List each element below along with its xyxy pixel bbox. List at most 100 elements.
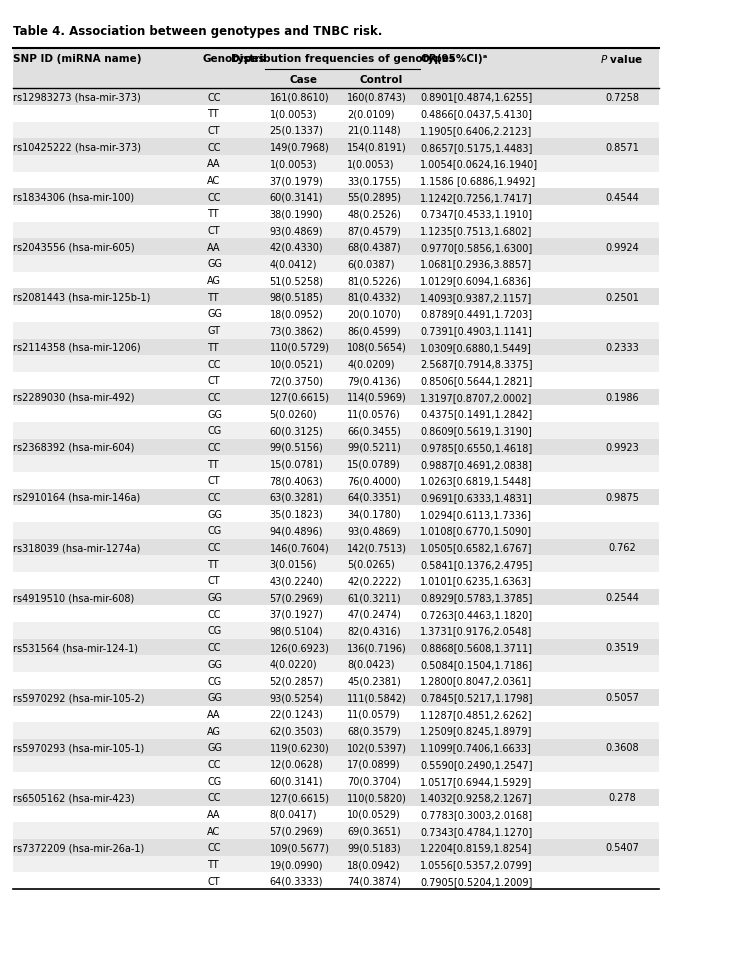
Bar (13, 522, 659, 539)
Text: 0.9924: 0.9924 (605, 242, 639, 253)
Text: 78(0.4063): 78(0.4063) (269, 476, 323, 485)
Text: TT: TT (207, 860, 219, 869)
Text: CG: CG (207, 526, 221, 536)
Bar (13, 723, 659, 739)
Text: CT: CT (207, 876, 220, 886)
Text: CT: CT (207, 476, 220, 485)
Text: 0.5590[0.2490,1.2547]: 0.5590[0.2490,1.2547] (420, 759, 533, 769)
Bar (13, 256, 659, 272)
Text: 1.0294[0.6113,1.7336]: 1.0294[0.6113,1.7336] (420, 509, 532, 519)
Text: CC: CC (207, 443, 221, 453)
Text: 146(0.7604): 146(0.7604) (269, 543, 329, 552)
Text: CC: CC (207, 543, 221, 552)
Text: AA: AA (207, 159, 221, 170)
Text: CC: CC (207, 392, 221, 402)
Text: 1.3197[0.8707,2.0002]: 1.3197[0.8707,2.0002] (420, 392, 533, 402)
Text: 0.8609[0.5619,1.3190]: 0.8609[0.5619,1.3190] (420, 425, 532, 436)
Text: 1.0556[0.5357,2.0799]: 1.0556[0.5357,2.0799] (420, 860, 533, 869)
Text: 0.5057: 0.5057 (605, 693, 639, 703)
Text: 1(0.0053): 1(0.0053) (269, 109, 317, 119)
Text: 0.7258: 0.7258 (605, 92, 639, 103)
Bar (13, 689, 659, 705)
Text: 22(0.1243): 22(0.1243) (269, 709, 323, 719)
Text: 17(0.0899): 17(0.0899) (347, 759, 401, 769)
Text: 1.0505[0.6582,1.6767]: 1.0505[0.6582,1.6767] (420, 543, 533, 552)
Bar (13, 856, 659, 872)
Text: 1.1287[0.4851,2.6262]: 1.1287[0.4851,2.6262] (420, 709, 533, 719)
Bar (13, 439, 659, 455)
Bar (13, 289, 659, 306)
Text: 93(0.5254): 93(0.5254) (269, 693, 323, 703)
Text: 0.2544: 0.2544 (605, 592, 639, 603)
Text: Case: Case (290, 75, 317, 84)
Text: 1.2800[0.8047,2.0361]: 1.2800[0.8047,2.0361] (420, 675, 533, 686)
Text: GT: GT (207, 326, 220, 336)
Text: 0.5407: 0.5407 (605, 842, 639, 853)
Text: 0.2501: 0.2501 (605, 293, 639, 302)
Text: 25(0.1337): 25(0.1337) (269, 126, 323, 136)
Text: 51(0.5258): 51(0.5258) (269, 276, 323, 286)
Text: Control: Control (360, 75, 403, 84)
Text: 127(0.6615): 127(0.6615) (269, 392, 329, 402)
Bar (13, 106, 659, 122)
Text: 0.9923: 0.9923 (605, 443, 639, 453)
Text: rs10425222 (hsa-mir-373): rs10425222 (hsa-mir-373) (13, 142, 141, 152)
Text: 0.278: 0.278 (608, 793, 636, 802)
Text: 99(0.5156): 99(0.5156) (269, 443, 323, 453)
Text: 1.0101[0.6235,1.6363]: 1.0101[0.6235,1.6363] (420, 576, 532, 586)
Bar (13, 705, 659, 723)
Text: 60(0.3125): 60(0.3125) (269, 425, 323, 436)
Text: 108(0.5654): 108(0.5654) (347, 342, 407, 353)
Text: 60(0.3141): 60(0.3141) (269, 193, 323, 203)
Text: 45(0.2381): 45(0.2381) (347, 675, 401, 686)
Text: GG: GG (207, 742, 222, 753)
Text: rs2910164 (hsa-mir-146a): rs2910164 (hsa-mir-146a) (13, 492, 141, 503)
Text: 1.0517[0.6944,1.5929]: 1.0517[0.6944,1.5929] (420, 776, 533, 786)
Text: 18(0.0942): 18(0.0942) (347, 860, 401, 869)
Text: CT: CT (207, 376, 220, 386)
Text: 110(0.5729): 110(0.5729) (269, 342, 329, 353)
Text: 4(0.0412): 4(0.0412) (269, 259, 317, 269)
Bar (13, 556, 659, 573)
Text: 6(0.0387): 6(0.0387) (347, 259, 394, 269)
Text: 15(0.0789): 15(0.0789) (347, 459, 401, 469)
Text: 0.7845[0.5217,1.1798]: 0.7845[0.5217,1.1798] (420, 693, 533, 703)
Text: rs2114358 (hsa-mir-1206): rs2114358 (hsa-mir-1206) (13, 342, 141, 353)
Text: rs318039 (hsa-mir-1274a): rs318039 (hsa-mir-1274a) (13, 543, 141, 552)
Text: TT: TT (207, 459, 219, 469)
Text: TT: TT (207, 559, 219, 569)
Text: CC: CC (207, 359, 221, 369)
Text: 69(0.3651): 69(0.3651) (347, 826, 401, 836)
Text: 5(0.0260): 5(0.0260) (269, 409, 317, 420)
Text: 0.9875: 0.9875 (605, 492, 639, 503)
Text: 0.7263[0.4463,1.1820]: 0.7263[0.4463,1.1820] (420, 610, 533, 619)
Text: 0.8868[0.5608,1.3711]: 0.8868[0.5608,1.3711] (420, 642, 532, 652)
Text: CT: CT (207, 226, 220, 235)
Bar (13, 390, 659, 406)
Text: 98(0.5185): 98(0.5185) (269, 293, 323, 302)
Text: TT: TT (207, 209, 219, 219)
Text: AC: AC (207, 175, 221, 186)
Text: AG: AG (207, 276, 221, 286)
Text: 1.0309[0.6880,1.5449]: 1.0309[0.6880,1.5449] (420, 342, 532, 353)
Text: GG: GG (207, 693, 222, 703)
Text: 55(0.2895): 55(0.2895) (347, 193, 401, 203)
Text: 64(0.3351): 64(0.3351) (347, 492, 401, 503)
Text: 1(0.0053): 1(0.0053) (347, 159, 394, 170)
Text: CC: CC (207, 759, 221, 769)
Text: 87(0.4579): 87(0.4579) (347, 226, 401, 235)
Text: 0.8571: 0.8571 (605, 142, 639, 152)
Text: 0.8789[0.4491,1.7203]: 0.8789[0.4491,1.7203] (420, 309, 533, 319)
Bar (13, 806, 659, 823)
Text: GG: GG (207, 659, 222, 670)
Text: 12(0.0628): 12(0.0628) (269, 759, 323, 769)
Bar (13, 622, 659, 640)
Bar (13, 473, 659, 489)
Text: 93(0.4869): 93(0.4869) (347, 526, 401, 536)
Text: 149(0.7968): 149(0.7968) (269, 142, 329, 152)
Text: 102(0.5397): 102(0.5397) (347, 742, 407, 753)
Text: 1.4093[0.9387,2.1157]: 1.4093[0.9387,2.1157] (420, 293, 533, 302)
Text: 68(0.3579): 68(0.3579) (347, 726, 401, 735)
Text: 142(0.7513): 142(0.7513) (347, 543, 407, 552)
Text: 86(0.4599): 86(0.4599) (347, 326, 401, 336)
